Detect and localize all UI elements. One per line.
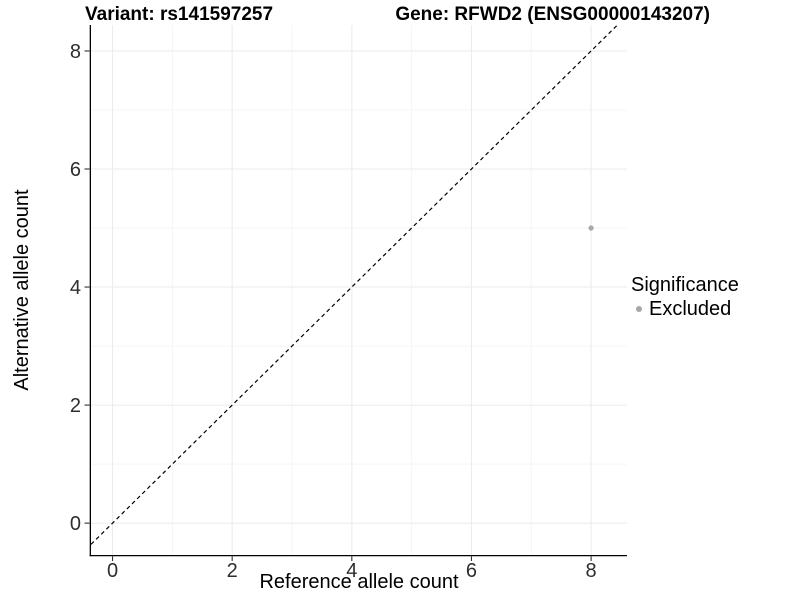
y-tick-label: 0 [70,513,81,535]
legend-item-label: Excluded [649,298,732,320]
x-axis-title: Reference allele count [259,571,459,593]
plot-title-row: Variant: rs141597257 Gene: RFWD2 (ENSG00… [85,4,710,26]
variant-title: Variant: rs141597257 [85,4,274,25]
legend-key-dot-icon [636,306,642,312]
y-tick-label: 4 [70,277,81,299]
y-tick-label: 6 [70,159,81,181]
gene-title: Gene: RFWD2 (ENSG00000143207) [395,4,710,25]
y-axis-title: Alternative allele count [11,189,33,391]
x-tick-label: 2 [227,560,238,582]
legend: Significance Excluded [631,274,739,320]
y-tick-label: 2 [70,395,81,417]
x-tick-label: 6 [466,560,477,582]
x-tick-label: 8 [586,560,597,582]
x-tick-label: 4 [346,560,357,582]
legend-item-excluded: Excluded [631,298,739,320]
identity-dashed-line [91,25,619,545]
legend-title: Significance [631,274,739,296]
y-tick-label: 8 [70,41,81,63]
x-tick-label: 0 [107,560,118,582]
data-point [588,225,594,231]
